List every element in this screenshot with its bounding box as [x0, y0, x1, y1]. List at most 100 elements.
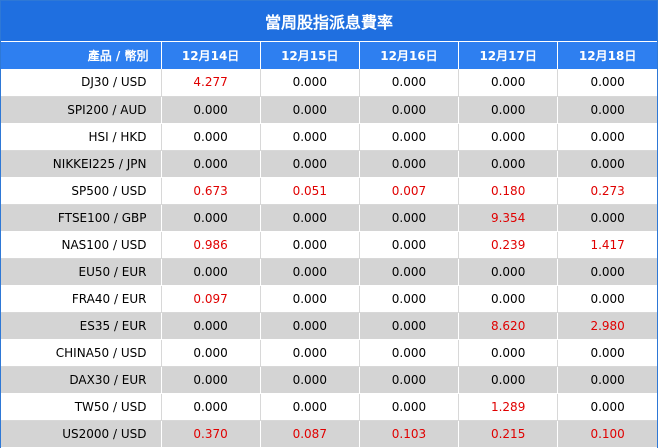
rate-cell: 0.000: [260, 285, 360, 313]
rate-cell: 0.100: [557, 420, 657, 448]
header-date-1: 12月14日: [161, 42, 261, 69]
product-cell: ES35 / EUR: [1, 312, 162, 340]
rate-cell: 0.000: [359, 339, 460, 367]
product-cell: DJ30 / USD: [1, 69, 162, 97]
rate-cell: 0.273: [557, 177, 657, 205]
rate-cell: 8.620: [458, 312, 559, 340]
rate-cell: 0.000: [260, 96, 360, 124]
product-cell: NIKKEI225 / JPN: [1, 150, 162, 178]
rate-cell: 0.370: [161, 420, 261, 448]
rate-cell: 0.180: [458, 177, 559, 205]
rate-cell: 0.000: [359, 150, 460, 178]
rate-cell: 0.000: [161, 366, 261, 394]
table-row: SP500 / USD 0.673 0.051 0.007 0.180 0.273: [1, 177, 657, 205]
product-cell: US2000 / USD: [1, 420, 162, 448]
product-cell: FRA40 / EUR: [1, 285, 162, 313]
rate-cell: 0.000: [458, 96, 559, 124]
rate-cell: 0.000: [557, 339, 657, 367]
rate-cell: 0.000: [458, 150, 559, 178]
rate-cell: 0.000: [458, 69, 559, 97]
rate-cell: 0.000: [359, 258, 460, 286]
header-date-4: 12月17日: [458, 42, 559, 69]
header-product: 產品 / 幣別: [1, 42, 162, 69]
rate-cell: 0.215: [458, 420, 559, 448]
table-row: ES35 / EUR 0.000 0.000 0.000 8.620 2.980: [1, 312, 657, 340]
product-cell: NAS100 / USD: [1, 231, 162, 259]
rate-cell: 0.007: [359, 177, 460, 205]
rate-cell: 0.000: [260, 204, 360, 232]
rate-cell: 0.000: [260, 69, 360, 97]
rate-cell: 0.000: [557, 69, 657, 97]
table-row: EU50 / EUR 0.000 0.000 0.000 0.000 0.000: [1, 258, 657, 286]
rate-cell: 0.000: [359, 231, 460, 259]
header-row: 產品 / 幣別 12月14日 12月15日 12月16日 12月17日 12月1…: [1, 42, 657, 69]
rate-cell: 0.000: [557, 123, 657, 151]
rate-cell: 0.000: [260, 366, 360, 394]
rate-cell: 2.980: [557, 312, 657, 340]
rate-cell: 0.000: [557, 150, 657, 178]
rate-cell: 0.000: [260, 312, 360, 340]
table-row: SPI200 / AUD 0.000 0.000 0.000 0.000 0.000: [1, 96, 657, 124]
rate-cell: 4.277: [161, 69, 261, 97]
rate-cell: 0.673: [161, 177, 261, 205]
rate-cell: 0.000: [359, 69, 460, 97]
rate-cell: 0.239: [458, 231, 559, 259]
rate-cell: 0.000: [557, 366, 657, 394]
table-body: DJ30 / USD 4.277 0.000 0.000 0.000 0.000 SPI20…: [1, 69, 657, 448]
rate-cell: 0.000: [161, 123, 261, 151]
rate-cell: 0.000: [557, 393, 657, 421]
table-row: HSI / HKD 0.000 0.000 0.000 0.000 0.000: [1, 123, 657, 151]
product-cell: EU50 / EUR: [1, 258, 162, 286]
rate-cell: 0.000: [359, 96, 460, 124]
table-row: DJ30 / USD 4.277 0.000 0.000 0.000 0.000: [1, 69, 657, 97]
table-row: NAS100 / USD 0.986 0.000 0.000 0.239 1.417: [1, 231, 657, 259]
rate-cell: 0.000: [260, 150, 360, 178]
rate-cell: 0.103: [359, 420, 460, 448]
rate-cell: 0.000: [458, 366, 559, 394]
rate-cell: 0.000: [260, 339, 360, 367]
rate-cell: 0.000: [458, 339, 559, 367]
rate-cell: 0.000: [260, 393, 360, 421]
table-row: CHINA50 / USD 0.000 0.000 0.000 0.000 0.000: [1, 339, 657, 367]
rate-cell: 9.354: [458, 204, 559, 232]
rate-cell: 0.051: [260, 177, 360, 205]
table-row: FRA40 / EUR 0.097 0.000 0.000 0.000 0.000: [1, 285, 657, 313]
table-row: TW50 / USD 0.000 0.000 0.000 1.289 0.000: [1, 393, 657, 421]
table-row: DAX30 / EUR 0.000 0.000 0.000 0.000 0.000: [1, 366, 657, 394]
rate-cell: 0.000: [557, 204, 657, 232]
rate-cell: 0.000: [260, 123, 360, 151]
table-row: FTSE100 / GBP 0.000 0.000 0.000 9.354 0.000: [1, 204, 657, 232]
rate-cell: 0.000: [161, 393, 261, 421]
product-cell: SPI200 / AUD: [1, 96, 162, 124]
rate-cell: 1.417: [557, 231, 657, 259]
table-row: NIKKEI225 / JPN 0.000 0.000 0.000 0.000 0.000: [1, 150, 657, 178]
rate-cell: 0.000: [161, 150, 261, 178]
table-title: 當周股指派息費率: [1, 1, 657, 42]
rate-cell: 0.000: [359, 285, 460, 313]
product-cell: DAX30 / EUR: [1, 366, 162, 394]
header-date-3: 12月16日: [359, 42, 460, 69]
rate-cell: 0.000: [359, 366, 460, 394]
rate-cell: 0.000: [458, 123, 559, 151]
rate-cell: 0.986: [161, 231, 261, 259]
rate-cell: 0.000: [161, 339, 261, 367]
header-date-2: 12月15日: [260, 42, 360, 69]
rate-cell: 0.087: [260, 420, 360, 448]
rate-cell: 0.000: [557, 96, 657, 124]
rate-cell: 0.000: [260, 231, 360, 259]
rate-cell: 0.000: [359, 204, 460, 232]
rate-cell: 0.097: [161, 285, 261, 313]
rate-cell: 0.000: [458, 285, 559, 313]
header-date-5: 12月18日: [557, 42, 657, 69]
rate-cell: 0.000: [557, 258, 657, 286]
rate-cell: 0.000: [161, 312, 261, 340]
product-cell: SP500 / USD: [1, 177, 162, 205]
rate-cell: 0.000: [161, 258, 261, 286]
rate-cell: 1.289: [458, 393, 559, 421]
dividend-rate-table: 產品 / 幣別 12月14日 12月15日 12月16日 12月17日 12月1…: [1, 42, 657, 448]
product-cell: HSI / HKD: [1, 123, 162, 151]
rate-cell: 0.000: [161, 96, 261, 124]
product-cell: FTSE100 / GBP: [1, 204, 162, 232]
table-row: US2000 / USD 0.370 0.087 0.103 0.215 0.100: [1, 420, 657, 448]
